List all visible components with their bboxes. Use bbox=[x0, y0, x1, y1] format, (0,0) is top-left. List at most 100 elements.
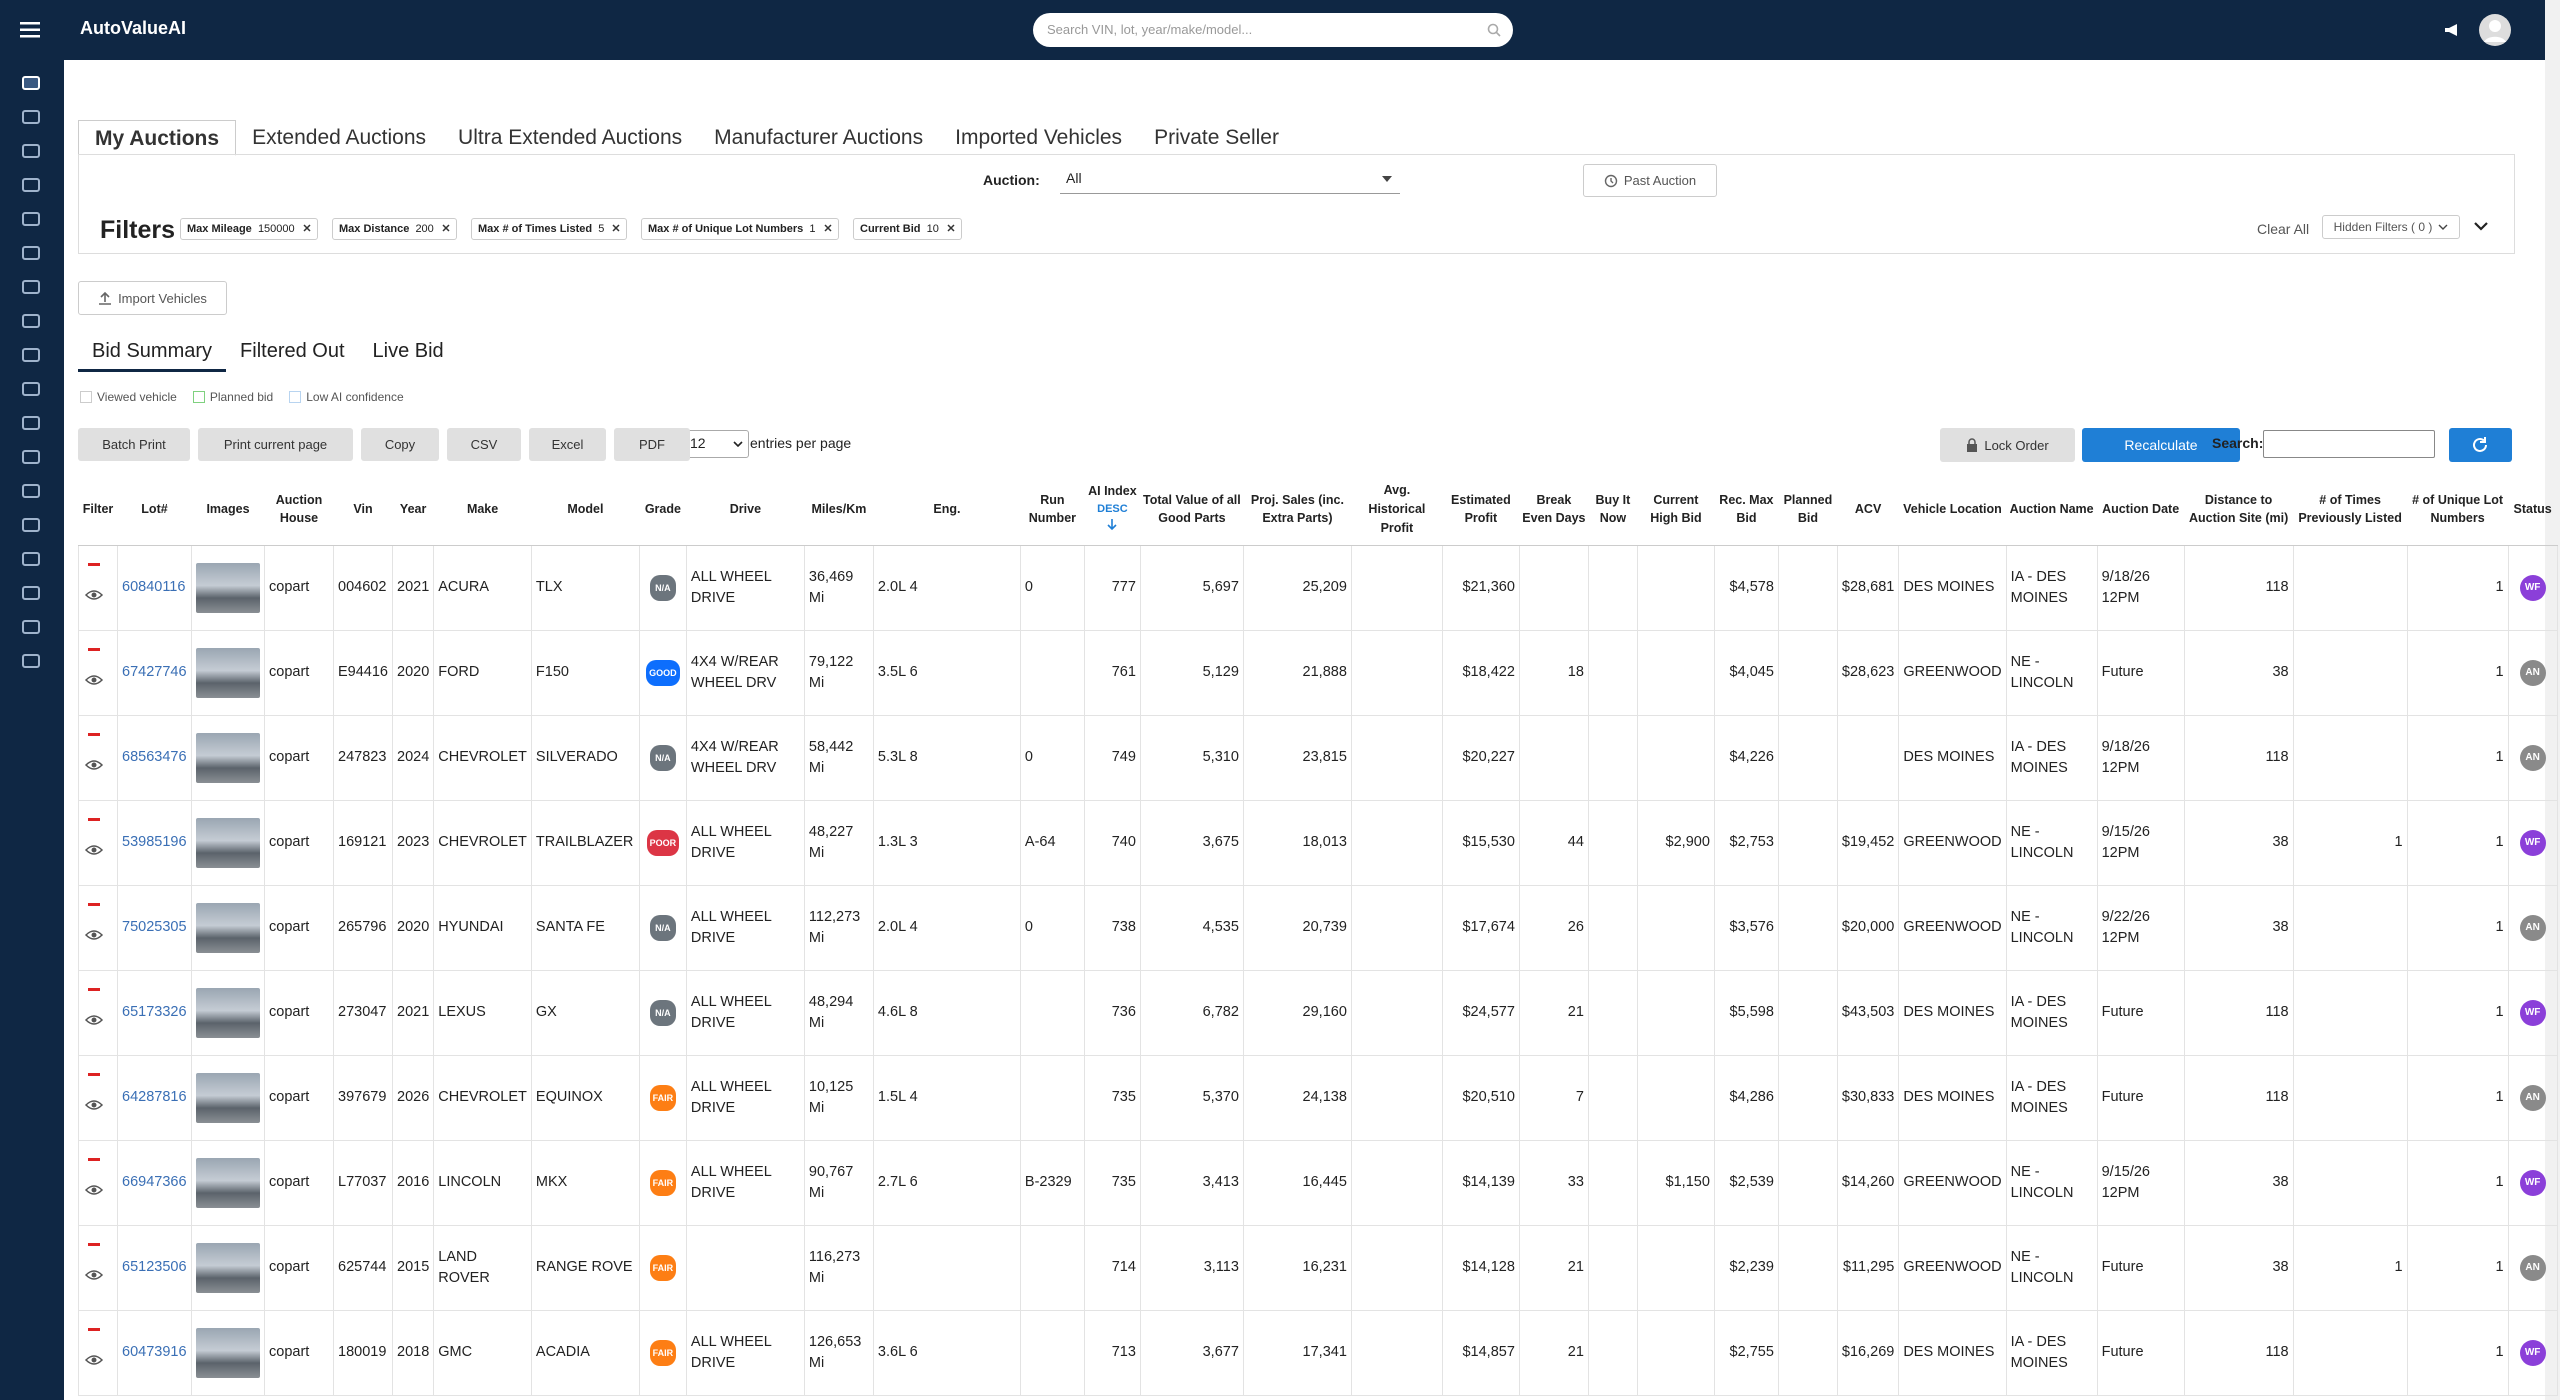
chip-remove[interactable] bbox=[442, 223, 450, 232]
collapse-icon[interactable] bbox=[2474, 222, 2488, 232]
exclude-icon[interactable] bbox=[88, 988, 100, 992]
result-tab[interactable]: Live Bid bbox=[372, 340, 444, 362]
column-header[interactable]: Current High Bid bbox=[1637, 474, 1715, 546]
sidebar-icon[interactable] bbox=[22, 620, 40, 634]
announce-icon[interactable] bbox=[2443, 22, 2463, 38]
auction-select[interactable]: All bbox=[1060, 166, 1400, 194]
filter-actions[interactable] bbox=[83, 984, 107, 1034]
column-header[interactable]: Proj. Sales (inc. Extra Parts) bbox=[1243, 474, 1352, 546]
sidebar-icon[interactable] bbox=[22, 144, 40, 158]
toolbar-button[interactable]: Copy bbox=[361, 428, 439, 461]
lot-link[interactable]: 65123506 bbox=[122, 1259, 187, 1276]
lot-link[interactable]: 60473916 bbox=[122, 1344, 187, 1361]
column-header[interactable]: Miles/Km bbox=[804, 474, 874, 546]
column-header[interactable]: ACV bbox=[1837, 474, 1899, 546]
past-auction-button[interactable]: Past Auction bbox=[1583, 164, 1717, 197]
column-header[interactable]: Break Even Days bbox=[1519, 474, 1589, 546]
column-header[interactable]: Drive bbox=[686, 474, 805, 546]
column-header[interactable]: Status bbox=[2508, 474, 2558, 546]
result-tab[interactable]: Bid Summary bbox=[78, 340, 227, 372]
vehicle-image[interactable] bbox=[196, 1072, 260, 1123]
lot-link[interactable]: 53985196 bbox=[122, 834, 187, 851]
sidebar-icon[interactable] bbox=[22, 178, 40, 192]
recalculate-button[interactable]: Recalculate bbox=[2082, 428, 2240, 462]
filter-actions[interactable] bbox=[83, 1324, 107, 1374]
vehicle-image[interactable] bbox=[196, 817, 260, 868]
vehicle-image[interactable] bbox=[196, 562, 260, 613]
column-header[interactable]: Planned Bid bbox=[1778, 474, 1838, 546]
lot-link[interactable]: 64287816 bbox=[122, 1089, 187, 1106]
auction-tab[interactable]: Imported Vehicles bbox=[955, 126, 1123, 149]
column-header[interactable]: Filter bbox=[78, 474, 118, 546]
lock-order-button[interactable]: Lock Order bbox=[1940, 428, 2075, 462]
sidebar-icon[interactable] bbox=[22, 280, 40, 294]
sidebar-icon[interactable] bbox=[22, 416, 40, 430]
filter-actions[interactable] bbox=[83, 559, 107, 609]
clear-all[interactable]: Clear All bbox=[2257, 221, 2310, 237]
sidebar-icon[interactable] bbox=[22, 552, 40, 566]
refresh-button[interactable] bbox=[2449, 428, 2512, 462]
filter-actions[interactable] bbox=[83, 1154, 107, 1204]
toolbar-button[interactable]: Print current page bbox=[198, 428, 353, 461]
import-button[interactable]: Import Vehicles bbox=[78, 281, 227, 315]
vehicle-image[interactable] bbox=[196, 987, 260, 1038]
filter-actions[interactable] bbox=[83, 1239, 107, 1289]
chip-remove[interactable] bbox=[823, 223, 832, 232]
filter-actions[interactable] bbox=[83, 644, 107, 694]
column-header[interactable]: Buy It Now bbox=[1588, 474, 1638, 546]
column-header[interactable]: Vehicle Location bbox=[1898, 474, 2007, 546]
auction-tab[interactable]: Private Seller bbox=[1154, 126, 1279, 149]
auction-tab[interactable]: Extended Auctions bbox=[252, 126, 427, 149]
vehicle-image[interactable] bbox=[196, 902, 260, 953]
sidebar-icon[interactable] bbox=[22, 110, 40, 124]
column-header[interactable]: Lot# bbox=[117, 474, 192, 546]
sidebar-icon[interactable] bbox=[22, 382, 40, 396]
column-header[interactable]: # of Times Previously Listed bbox=[2293, 474, 2408, 546]
exclude-icon[interactable] bbox=[88, 1158, 100, 1162]
column-header[interactable]: Rec. Max Bid bbox=[1714, 474, 1779, 546]
filter-actions[interactable] bbox=[83, 1069, 107, 1119]
auction-tab[interactable]: Ultra Extended Auctions bbox=[458, 126, 683, 149]
global-search[interactable]: Search VIN, lot, year/make/model... bbox=[1033, 13, 1513, 47]
column-header[interactable]: AI Index DESC bbox=[1084, 474, 1141, 546]
column-header[interactable]: Estimated Profit bbox=[1442, 474, 1520, 546]
sidebar-icon[interactable] bbox=[22, 450, 40, 464]
column-header[interactable]: Make bbox=[433, 474, 532, 546]
sidebar-icon[interactable] bbox=[22, 246, 40, 260]
column-header[interactable]: # of Unique Lot Numbers bbox=[2407, 474, 2509, 546]
exclude-icon[interactable] bbox=[88, 903, 100, 907]
exclude-icon[interactable] bbox=[88, 648, 100, 652]
filter-actions[interactable] bbox=[83, 899, 107, 949]
column-header[interactable]: Images bbox=[191, 474, 265, 546]
lot-link[interactable]: 65173326 bbox=[122, 1004, 187, 1021]
lot-link[interactable]: 75025305 bbox=[122, 919, 187, 936]
sidebar-icon[interactable] bbox=[22, 518, 40, 532]
sidebar-icon[interactable] bbox=[22, 484, 40, 498]
column-header[interactable]: Year bbox=[392, 474, 434, 546]
vehicle-image[interactable] bbox=[196, 1327, 260, 1378]
sidebar-icon[interactable] bbox=[22, 212, 40, 226]
column-header[interactable]: Grade bbox=[639, 474, 687, 546]
vehicle-image[interactable] bbox=[196, 647, 260, 698]
column-header[interactable]: Auction Name bbox=[2006, 474, 2098, 546]
exclude-icon[interactable] bbox=[88, 1328, 100, 1332]
filter-actions[interactable] bbox=[83, 814, 107, 864]
chip-remove[interactable] bbox=[947, 223, 955, 232]
column-header[interactable]: Total Value of all Good Parts bbox=[1140, 474, 1244, 546]
toolbar-button[interactable]: CSV bbox=[447, 428, 521, 461]
exclude-icon[interactable] bbox=[88, 818, 100, 822]
vehicle-image[interactable] bbox=[196, 1157, 260, 1208]
chip-remove[interactable] bbox=[612, 223, 620, 232]
result-tab[interactable]: Filtered Out bbox=[240, 340, 345, 362]
sidebar-icon[interactable] bbox=[22, 314, 40, 328]
brand[interactable]: AutoValueAI bbox=[80, 18, 187, 38]
toolbar-button[interactable]: PDF bbox=[614, 428, 690, 461]
lot-link[interactable]: 66947366 bbox=[122, 1174, 187, 1191]
sidebar-icon[interactable] bbox=[22, 654, 40, 668]
exclude-icon[interactable] bbox=[88, 1243, 100, 1247]
auction-tab[interactable]: My Auctions bbox=[78, 120, 237, 156]
sidebar-icon[interactable] bbox=[22, 586, 40, 600]
exclude-icon[interactable] bbox=[88, 563, 100, 567]
table-search[interactable] bbox=[2263, 430, 2435, 458]
column-header[interactable]: Run Number bbox=[1020, 474, 1085, 546]
